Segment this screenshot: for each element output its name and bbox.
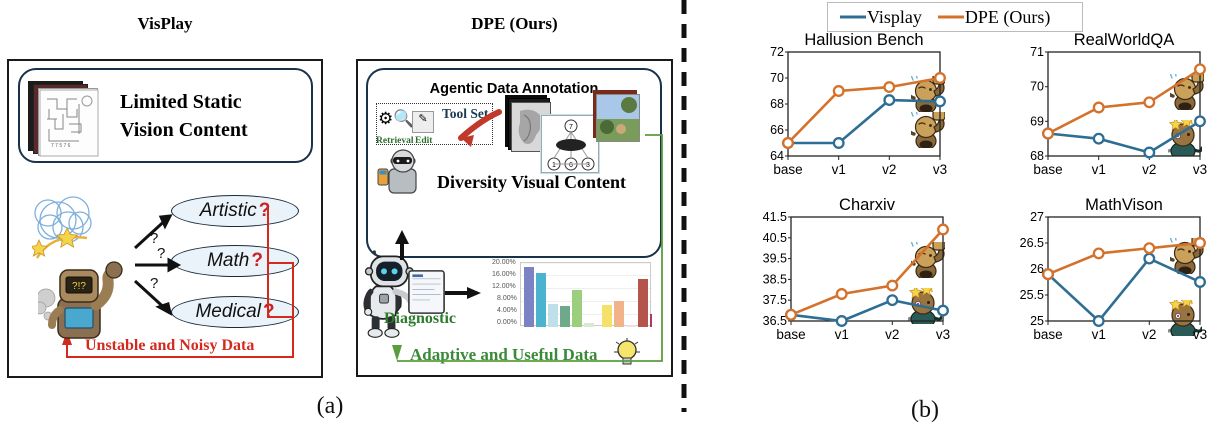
svg-text:v1: v1 xyxy=(832,162,846,177)
svg-text:64: 64 xyxy=(770,149,784,163)
svg-text:v1: v1 xyxy=(1092,162,1106,177)
svg-text:base: base xyxy=(1033,162,1062,177)
svg-text:70: 70 xyxy=(770,71,784,85)
svg-text:v3: v3 xyxy=(936,327,950,342)
svg-text:71: 71 xyxy=(1030,45,1044,59)
svg-text:27: 27 xyxy=(1030,210,1044,224)
svg-text:72: 72 xyxy=(770,45,784,59)
svg-text:base: base xyxy=(776,327,805,342)
svg-text:25: 25 xyxy=(1030,314,1044,328)
svg-text:v3: v3 xyxy=(1193,162,1207,177)
svg-text:66: 66 xyxy=(770,123,784,137)
svg-text:41.5: 41.5 xyxy=(763,210,787,224)
svg-text:68: 68 xyxy=(1030,149,1044,163)
svg-text:40.5: 40.5 xyxy=(763,231,787,245)
svg-text:69: 69 xyxy=(1030,114,1044,128)
svg-text:Charxiv: Charxiv xyxy=(839,196,896,214)
svg-text:Hallusion Bench: Hallusion Bench xyxy=(804,31,923,49)
svg-text:v3: v3 xyxy=(1193,327,1207,342)
svg-text:RealWorldQA: RealWorldQA xyxy=(1074,31,1175,49)
svg-text:v1: v1 xyxy=(835,327,849,342)
svg-text:v1: v1 xyxy=(1092,327,1106,342)
svg-text:26: 26 xyxy=(1030,262,1044,276)
svg-text:26.5: 26.5 xyxy=(1020,236,1044,250)
svg-text:base: base xyxy=(773,162,802,177)
svg-text:39.5: 39.5 xyxy=(763,252,787,266)
svg-text:25.5: 25.5 xyxy=(1020,288,1044,302)
svg-text:70: 70 xyxy=(1030,80,1044,94)
svg-text:v2: v2 xyxy=(882,162,896,177)
svg-text:v3: v3 xyxy=(933,162,947,177)
svg-text:v2: v2 xyxy=(885,327,899,342)
svg-text:37.5: 37.5 xyxy=(763,293,787,307)
svg-text:36.5: 36.5 xyxy=(763,314,787,328)
svg-text:base: base xyxy=(1033,327,1062,342)
svg-text:v2: v2 xyxy=(1142,162,1156,177)
svg-text:68: 68 xyxy=(770,97,784,111)
svg-text:38.5: 38.5 xyxy=(763,272,787,286)
svg-text:v2: v2 xyxy=(1142,327,1156,342)
svg-text:MathVison: MathVison xyxy=(1085,196,1163,214)
